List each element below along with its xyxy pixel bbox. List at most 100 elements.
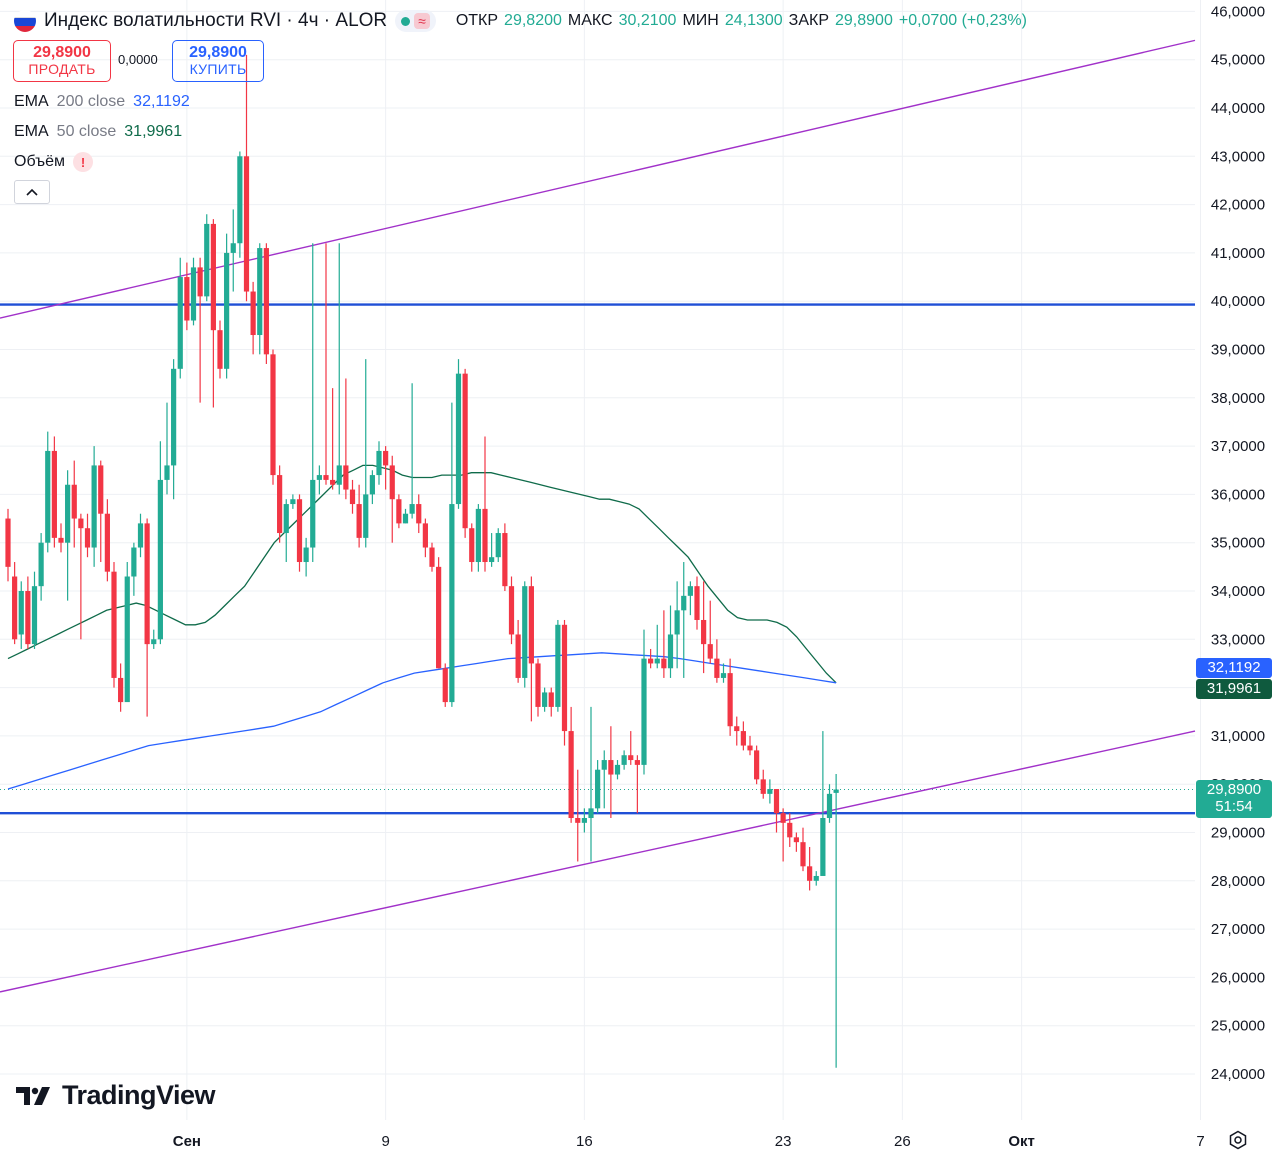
ema50-price-badge: 31,9961 <box>1196 679 1272 699</box>
candle-body <box>641 658 647 765</box>
candle-body <box>648 658 654 664</box>
tradingview-logo-icon <box>16 1086 50 1105</box>
candle-body <box>455 373 462 505</box>
price-tick-label: 35,0000 <box>1211 535 1265 552</box>
buy-price: 29,8900 <box>189 44 247 61</box>
candle-body <box>489 557 495 563</box>
price-tick-label: 28,0000 <box>1211 873 1265 890</box>
candle-body <box>555 624 561 707</box>
candle-body <box>608 760 614 775</box>
price-tick-label: 25,0000 <box>1211 1018 1265 1035</box>
candle-body <box>734 726 740 732</box>
candle-body <box>429 547 435 567</box>
candle-body <box>661 658 667 669</box>
buy-button[interactable]: 29,8900 КУПИТЬ <box>172 40 264 82</box>
time-tick-label: 7 <box>1196 1133 1204 1150</box>
candle-body <box>171 368 177 466</box>
time-axis[interactable]: Сен 9 16 23 26 Окт 7 <box>173 1133 1205 1150</box>
candle-body <box>588 808 594 819</box>
trend-channel-line <box>0 730 1196 993</box>
price-tick-label: 29,0000 <box>1211 825 1265 842</box>
candle-body <box>389 465 395 500</box>
candle-body <box>91 465 97 548</box>
candle-body <box>780 813 786 823</box>
candle-body <box>628 755 634 761</box>
candle-body <box>330 479 336 485</box>
indicator-ema200[interactable]: EMA 200 close 32,1192 <box>14 93 190 111</box>
candle-body <box>515 634 521 678</box>
candle-body <box>190 267 197 321</box>
candle-body <box>18 591 24 635</box>
candle-body <box>58 537 64 543</box>
tradingview-logo[interactable]: TradingView <box>16 1080 216 1111</box>
candle-body <box>71 484 77 519</box>
candle-body <box>800 842 806 867</box>
trend-lines[interactable] <box>0 39 1196 993</box>
candle-body <box>667 634 674 669</box>
market-open-dot-icon <box>401 16 411 26</box>
indicator-name: EMA <box>14 123 49 140</box>
price-tick-label: 41,0000 <box>1211 245 1265 262</box>
sell-label: ПРОДАТЬ <box>28 61 96 77</box>
candle-body <box>376 450 382 476</box>
candle-body <box>701 619 707 645</box>
price-tick-label: 33,0000 <box>1211 631 1265 648</box>
candle-body <box>151 639 157 645</box>
candle-body <box>204 223 210 297</box>
candle-body <box>277 475 283 534</box>
indicator-volume[interactable]: Объём ! <box>14 152 93 172</box>
indicator-value: 31,9961 <box>124 123 183 140</box>
candle-body <box>78 518 84 529</box>
candle-body <box>575 818 581 823</box>
candle-body <box>363 494 369 538</box>
candle-body <box>137 523 144 548</box>
price-tick-label: 36,0000 <box>1211 486 1265 503</box>
candle-body <box>548 692 554 707</box>
candle-body <box>303 547 309 563</box>
candle-body <box>409 504 415 514</box>
candle-body <box>495 533 501 558</box>
candle-body <box>402 513 409 524</box>
time-tick-label: 26 <box>894 1133 911 1150</box>
error-alert-icon[interactable]: ! <box>72 152 93 172</box>
candle-body <box>383 450 389 466</box>
candle-body <box>84 528 91 548</box>
candle-body <box>416 504 422 524</box>
price-tick-label: 38,0000 <box>1211 390 1265 407</box>
open-label: ОТКР <box>455 12 499 29</box>
candle-body <box>581 818 587 823</box>
wave-icon: ≈ <box>414 13 430 29</box>
price-axis[interactable]: 24,0000 25,0000 26,0000 27,0000 28,0000 29,00… <box>1211 3 1265 1083</box>
candle-body <box>793 837 799 843</box>
ohlc-legend: ОТКР 29,8200 МАКС 30,2100 МИН 24,1300 ЗАКР 2… <box>456 12 1027 30</box>
settings-gear-icon[interactable] <box>1228 1130 1248 1150</box>
last-price: 29,8900 <box>1206 781 1262 798</box>
sell-button[interactable]: 29,8900 ПРОДАТЬ <box>13 40 111 82</box>
candle-body <box>568 731 574 819</box>
candle-body <box>442 668 448 703</box>
candle-body <box>197 267 203 297</box>
candle-body <box>25 591 31 645</box>
change-value: +0,0700 (+0,23%) <box>898 12 1027 29</box>
candle-body <box>681 595 687 611</box>
candle-body <box>356 504 362 538</box>
candle-body <box>5 518 11 567</box>
market-status-pill[interactable]: ≈ <box>395 10 436 32</box>
candle-body <box>561 624 568 732</box>
candle-body <box>595 769 601 809</box>
symbol-title[interactable]: Индекс волатильности RVI · 4ч · ALOR <box>44 10 388 31</box>
candle-body <box>177 277 183 369</box>
collapse-legend-button[interactable] <box>14 180 50 204</box>
candle-body <box>124 576 130 703</box>
indicator-value: 32,1192 <box>133 93 190 110</box>
indicator-params: 200 close <box>56 93 126 110</box>
chevron-up-icon <box>26 188 38 196</box>
candle-body <box>767 789 773 794</box>
level-lines[interactable] <box>0 303 1195 815</box>
time-tick-label: 23 <box>775 1133 792 1150</box>
candle-body <box>522 586 528 678</box>
indicator-ema50[interactable]: EMA 50 close 31,9961 <box>14 123 182 141</box>
candle-body <box>217 330 223 369</box>
price-tick-label: 42,0000 <box>1211 197 1265 214</box>
